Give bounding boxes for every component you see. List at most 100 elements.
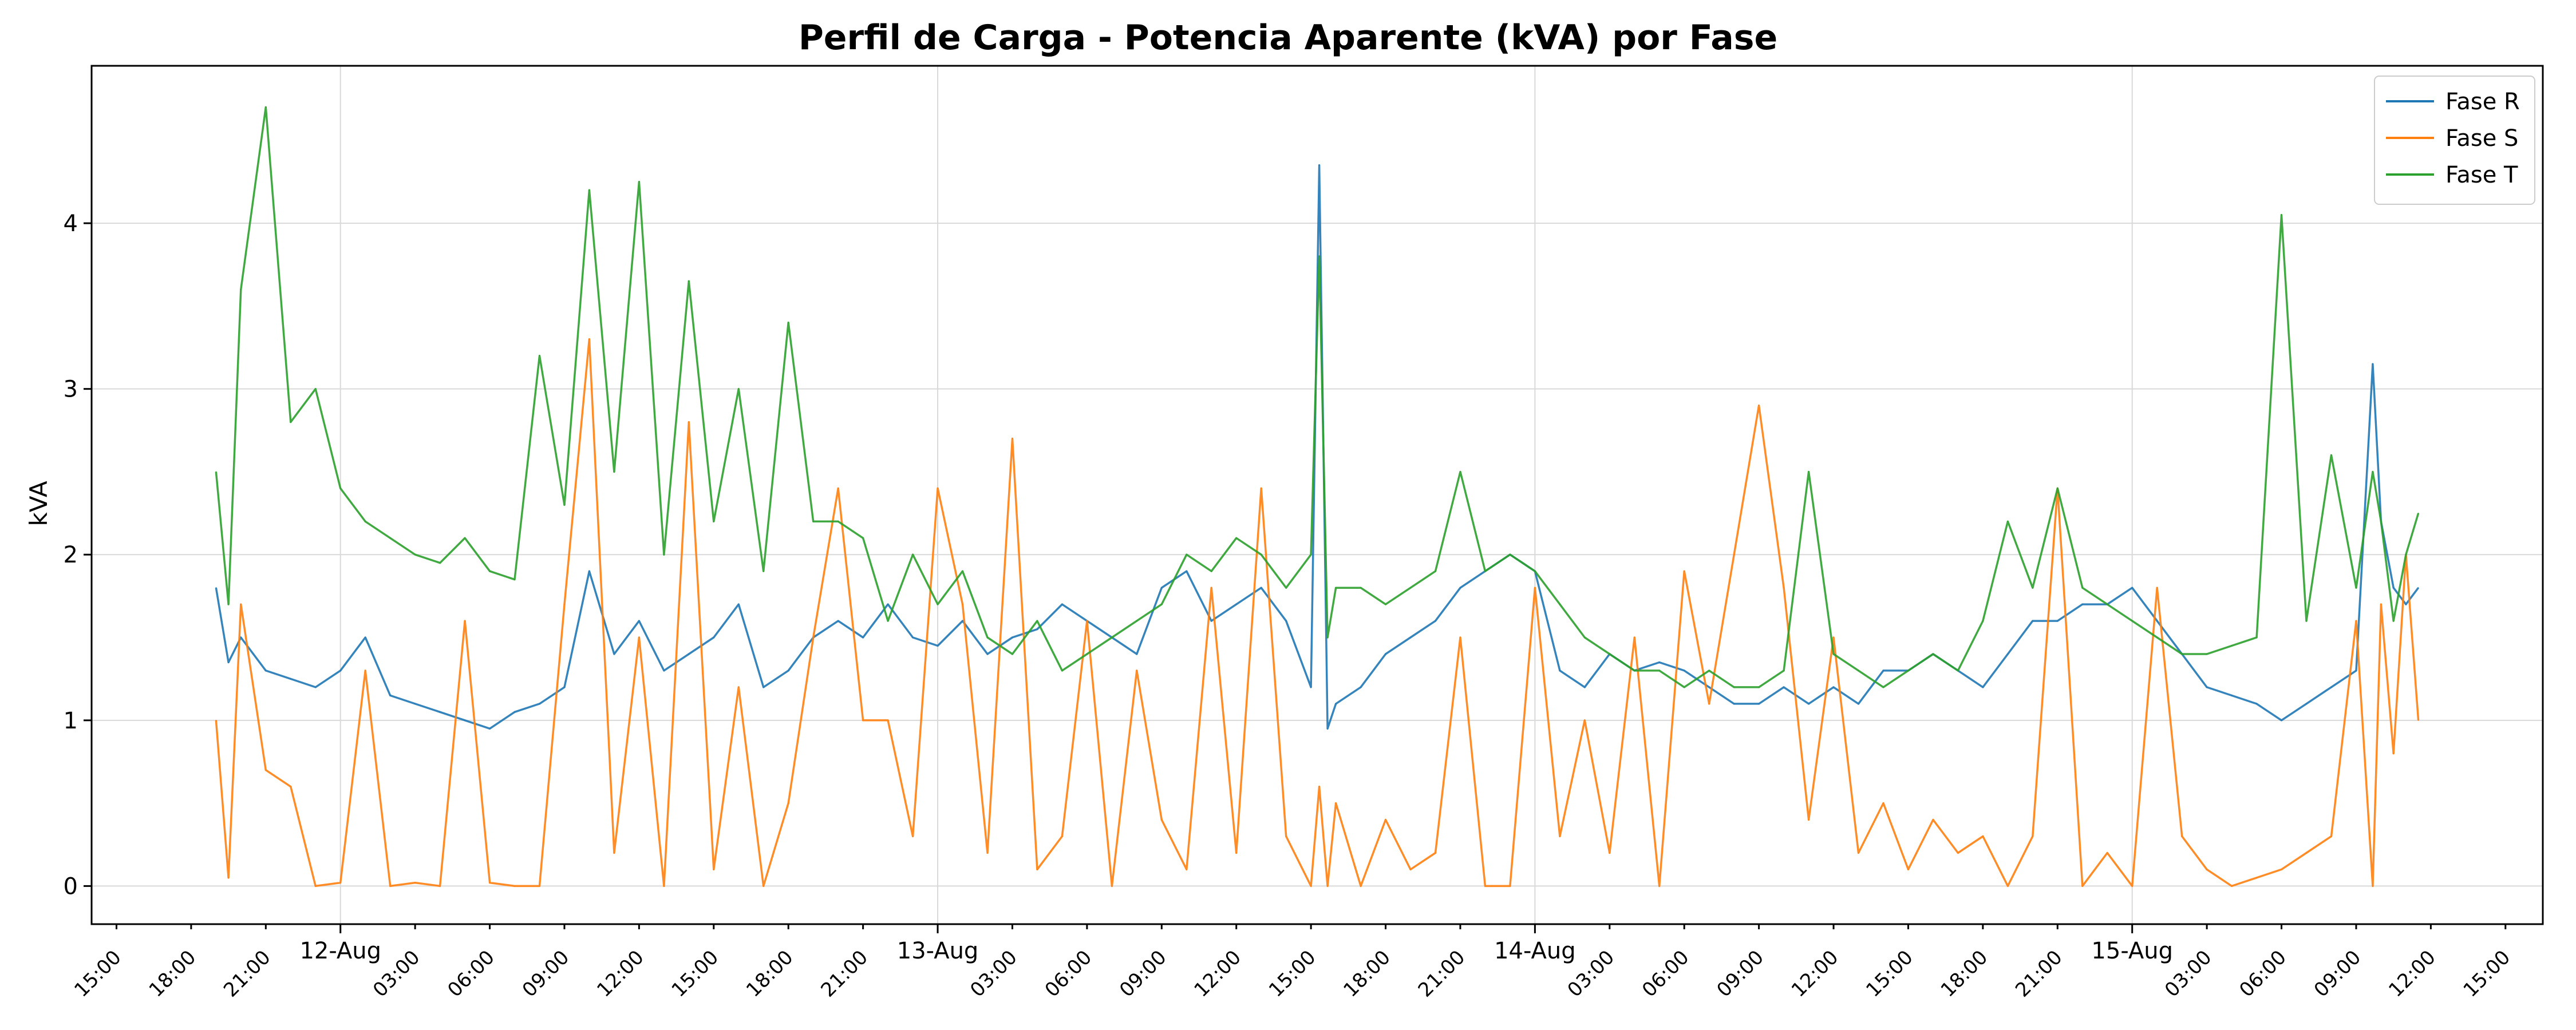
data-point — [2330, 454, 2332, 456]
data-point — [315, 388, 317, 390]
data-point — [1410, 637, 1411, 638]
data-point — [1161, 604, 1163, 605]
data-point — [1808, 819, 1809, 821]
data-point — [265, 670, 267, 671]
data-point — [1907, 670, 1909, 671]
legend-label: Fase R — [2445, 89, 2520, 115]
data-point — [215, 587, 217, 589]
data-point — [1136, 670, 1137, 671]
data-point — [962, 604, 963, 605]
data-point — [1684, 571, 1685, 572]
data-point — [2032, 620, 2033, 621]
data-point — [1111, 637, 1113, 638]
data-point — [912, 835, 914, 837]
data-point — [539, 703, 540, 704]
data-point — [1609, 852, 1610, 854]
data-point — [614, 852, 615, 854]
y-tick-label: 4 — [64, 211, 78, 237]
data-point — [1285, 835, 1287, 837]
data-point — [2281, 869, 2282, 870]
data-point — [2256, 637, 2258, 638]
data-point — [962, 620, 963, 621]
data-point — [2057, 620, 2059, 621]
data-point — [1235, 604, 1237, 605]
data-point — [1833, 653, 1834, 655]
data-point — [414, 554, 416, 556]
y-tick-label: 3 — [64, 377, 78, 403]
data-point — [1327, 728, 1329, 730]
data-point — [738, 687, 740, 688]
data-point — [2281, 214, 2282, 216]
data-point — [339, 882, 341, 884]
data-point — [290, 421, 291, 423]
data-point — [663, 670, 665, 671]
data-point — [1584, 637, 1586, 638]
data-point — [1708, 687, 1710, 688]
data-point — [862, 637, 864, 638]
data-point — [1161, 587, 1163, 589]
data-point — [2081, 885, 2083, 887]
data-point — [1933, 653, 1934, 655]
data-point — [365, 637, 366, 638]
data-point — [365, 521, 366, 522]
data-point — [2306, 852, 2307, 854]
data-point — [788, 322, 789, 323]
legend-label: Fase T — [2445, 162, 2518, 188]
data-point — [1460, 637, 1461, 638]
data-point — [1335, 587, 1337, 589]
data-point — [514, 885, 515, 887]
data-point — [987, 852, 988, 854]
data-point — [1534, 587, 1536, 589]
data-point — [1410, 587, 1411, 589]
data-point — [1318, 786, 1320, 787]
data-point — [1061, 604, 1063, 605]
data-point — [1658, 670, 1660, 671]
data-point — [240, 637, 242, 638]
series-2 — [215, 338, 2420, 888]
data-point — [738, 604, 740, 605]
data-point — [1360, 587, 1362, 589]
data-point — [1858, 703, 1859, 704]
data-point — [1708, 670, 1710, 671]
data-point — [2356, 587, 2357, 589]
data-point — [2206, 687, 2208, 688]
data-point — [1858, 670, 1859, 671]
y-tick-label: 0 — [64, 873, 78, 900]
data-point — [2405, 554, 2407, 556]
data-point — [2417, 587, 2419, 589]
data-point — [1783, 670, 1785, 671]
data-point — [1111, 885, 1113, 887]
legend-frame — [2374, 76, 2535, 205]
chart-title: Perfil de Carga - Potencia Aparente (kVA… — [799, 18, 1777, 58]
data-point — [1435, 620, 1436, 621]
data-point — [1510, 885, 1511, 887]
data-point — [1933, 819, 1934, 821]
data-point — [564, 604, 565, 605]
data-point — [1510, 554, 1511, 556]
data-point — [2306, 620, 2307, 621]
data-point — [962, 571, 963, 572]
data-point — [1385, 819, 1386, 821]
data-point — [228, 604, 229, 605]
data-point — [2131, 587, 2133, 589]
data-point — [489, 728, 491, 730]
data-point — [862, 719, 864, 721]
data-point — [2393, 587, 2395, 589]
data-point — [937, 488, 938, 489]
data-point — [2393, 620, 2395, 621]
data-point — [1037, 628, 1038, 630]
data-point — [489, 571, 491, 572]
data-point — [1136, 620, 1137, 621]
data-point — [713, 521, 714, 522]
data-point — [2107, 604, 2108, 605]
data-point — [1584, 719, 1586, 721]
series-1 — [215, 164, 2419, 730]
data-point — [1634, 637, 1635, 638]
data-point — [1858, 852, 1859, 854]
data-point — [1086, 620, 1088, 621]
data-point — [265, 106, 267, 108]
data-point — [688, 421, 690, 423]
data-point — [1609, 653, 1610, 655]
data-point — [1037, 869, 1038, 870]
data-point — [2372, 471, 2373, 473]
